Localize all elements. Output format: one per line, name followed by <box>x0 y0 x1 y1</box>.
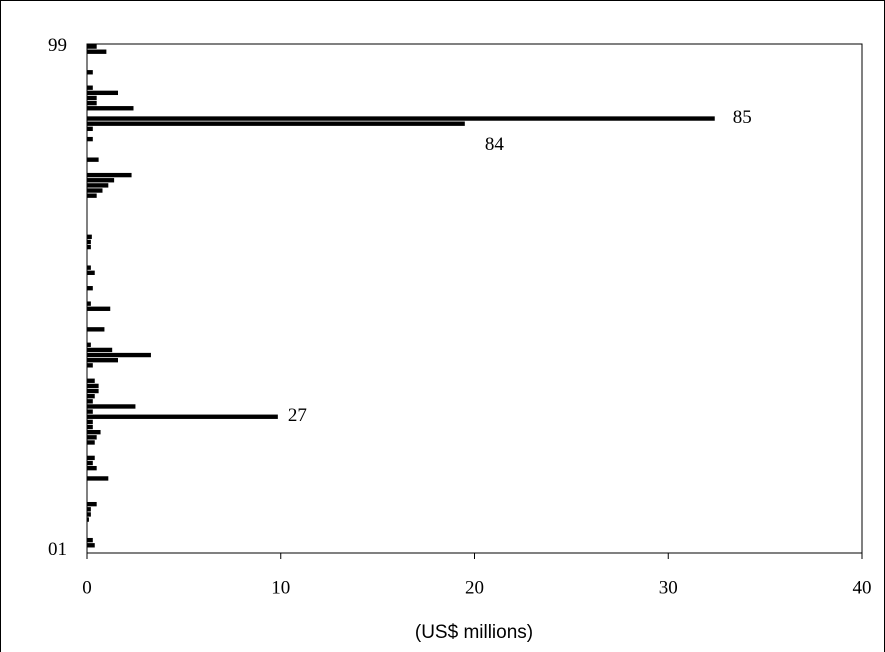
bar <box>87 157 99 162</box>
bar <box>87 90 118 96</box>
bar <box>87 543 95 548</box>
bar <box>87 347 113 353</box>
annotation: 85 <box>733 107 752 128</box>
bar <box>87 440 95 445</box>
bar <box>87 85 93 90</box>
bar <box>87 414 278 419</box>
x-tick-label: 10 <box>271 577 290 598</box>
bar <box>87 465 97 471</box>
bar <box>87 49 107 54</box>
y-tick-label: 99 <box>48 35 67 56</box>
x-tick-label: 30 <box>659 577 678 598</box>
bar <box>87 301 91 306</box>
bar <box>87 517 89 522</box>
bar <box>87 244 91 250</box>
bar <box>87 363 93 368</box>
bar <box>87 501 97 507</box>
bar <box>87 476 109 481</box>
bar <box>87 188 103 193</box>
bar <box>87 419 93 425</box>
bar <box>87 193 97 198</box>
bar <box>87 265 91 270</box>
bar <box>87 44 97 49</box>
bar <box>87 306 111 311</box>
bar <box>87 352 151 358</box>
bar <box>87 136 93 142</box>
x-tick-label: 20 <box>465 577 484 598</box>
bar <box>87 383 99 389</box>
bar <box>87 172 132 178</box>
x-axis-label: (US$ millions) <box>415 622 533 643</box>
x-tick-label: 0 <box>82 577 92 598</box>
bar <box>87 424 93 430</box>
bar <box>87 327 105 332</box>
bar <box>87 378 95 383</box>
bar <box>87 270 95 275</box>
bar <box>87 183 109 188</box>
bar <box>87 399 93 404</box>
bar <box>87 239 91 245</box>
bar <box>87 116 715 121</box>
bar <box>87 455 95 461</box>
y-tick-label: 01 <box>48 539 67 560</box>
bar <box>87 460 93 466</box>
x-tick-label: 40 <box>853 577 872 598</box>
bar <box>87 100 97 106</box>
bar <box>87 178 115 183</box>
bar <box>87 429 101 435</box>
bar <box>87 404 136 409</box>
bar <box>87 126 93 132</box>
bar <box>87 70 93 75</box>
bar <box>87 512 91 517</box>
annotation: 84 <box>485 134 505 155</box>
bar <box>87 342 91 347</box>
bar <box>87 95 97 101</box>
bar <box>87 507 91 512</box>
bar <box>87 358 118 363</box>
annotation: 27 <box>288 405 307 426</box>
bar <box>87 409 93 414</box>
bar <box>87 234 92 239</box>
bar <box>87 286 93 291</box>
bar <box>87 388 99 394</box>
bar <box>87 435 97 440</box>
bar <box>87 121 465 126</box>
bar <box>87 106 134 111</box>
bar <box>87 537 93 543</box>
bar <box>87 394 95 399</box>
